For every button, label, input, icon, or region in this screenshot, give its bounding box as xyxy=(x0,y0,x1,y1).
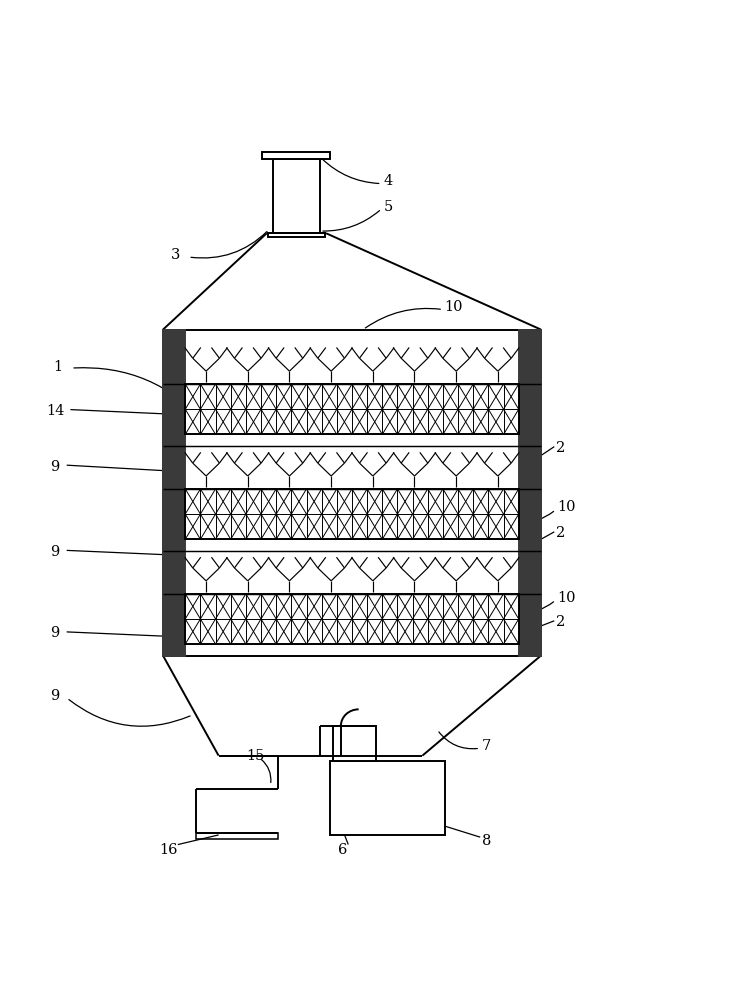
Text: 10: 10 xyxy=(557,500,576,514)
Text: 2: 2 xyxy=(556,441,565,455)
Text: 2: 2 xyxy=(556,526,565,540)
Text: 14: 14 xyxy=(47,404,65,418)
Text: 16: 16 xyxy=(159,843,178,857)
Text: 1: 1 xyxy=(53,360,62,374)
Bar xyxy=(262,152,330,159)
Bar xyxy=(163,330,185,656)
Bar xyxy=(185,594,519,644)
Bar xyxy=(196,833,278,839)
Bar xyxy=(330,761,445,835)
Text: 15: 15 xyxy=(246,749,265,763)
Bar xyxy=(273,159,320,233)
Text: 10: 10 xyxy=(445,300,463,314)
Text: 9: 9 xyxy=(50,545,59,559)
Text: 4: 4 xyxy=(384,174,393,188)
Text: 9: 9 xyxy=(50,689,59,703)
Text: 8: 8 xyxy=(482,834,491,848)
Bar xyxy=(519,330,541,656)
Bar xyxy=(185,384,519,434)
Text: 5: 5 xyxy=(384,200,393,214)
Text: 7: 7 xyxy=(482,739,491,753)
Bar xyxy=(268,233,325,237)
Text: 9: 9 xyxy=(50,460,59,474)
Text: 3: 3 xyxy=(170,248,180,262)
Text: 2: 2 xyxy=(556,615,565,629)
Bar xyxy=(163,330,541,656)
Bar xyxy=(333,726,376,761)
Text: 6: 6 xyxy=(338,843,348,857)
Bar xyxy=(185,489,519,539)
Text: 9: 9 xyxy=(50,626,59,640)
Text: 10: 10 xyxy=(557,591,576,605)
